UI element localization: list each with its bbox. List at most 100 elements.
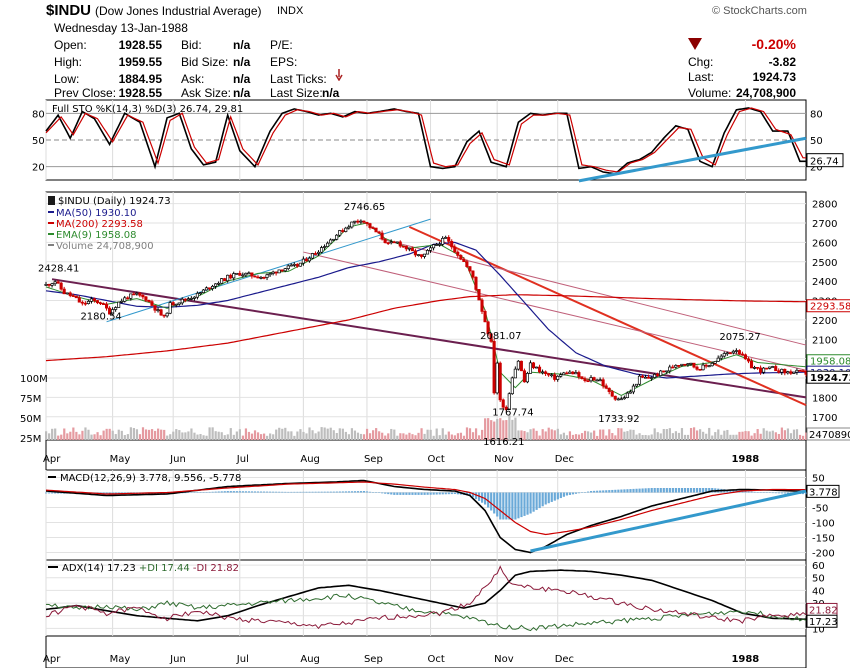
macd-histogram-bar	[632, 488, 635, 493]
candle-body	[562, 372, 566, 376]
macd-histogram-bar	[647, 488, 650, 493]
volume-bar	[347, 434, 350, 440]
sto-last-value: 26.74	[810, 157, 839, 168]
macd-histogram-bar	[105, 492, 108, 494]
volume-bar	[774, 432, 777, 440]
candle-body	[659, 370, 663, 376]
candle-body	[386, 242, 390, 245]
macd-histogram-bar	[599, 490, 602, 493]
macd-histogram-bar	[538, 492, 541, 509]
macd-histogram-bar	[196, 492, 199, 493]
price-panel: 1700180019002000210022002300240025002600…	[20, 196, 850, 448]
macd-histogram-bar	[332, 491, 335, 493]
candle-body	[207, 287, 212, 290]
candle-body	[377, 231, 381, 234]
price-trendline	[408, 225, 807, 407]
candle-body	[265, 274, 269, 278]
sto-last-box	[806, 153, 844, 168]
candle-body	[117, 301, 121, 308]
volume-bar	[647, 435, 650, 440]
volume-bar	[150, 429, 154, 440]
macd-histogram-bar	[441, 492, 444, 495]
candle-body	[777, 370, 781, 373]
volume-bar	[565, 435, 568, 440]
candle-body	[62, 288, 66, 295]
macd-histogram-bar	[344, 491, 347, 493]
candle-body	[686, 363, 690, 366]
volume-bar	[608, 429, 611, 440]
candle-body	[189, 298, 193, 300]
month-label: Apr	[43, 454, 61, 465]
candle-body	[177, 302, 181, 305]
candle-body	[653, 374, 657, 378]
price-extreme-label: 2081.07	[480, 331, 521, 342]
price-extreme-label: 1733.92	[598, 414, 639, 425]
volume-bar	[290, 431, 293, 440]
adx-y-tick: 40	[812, 586, 825, 597]
macd-histogram-bar	[284, 491, 287, 493]
macd-histogram-bar	[653, 488, 656, 493]
bid-size-label: Bid Size:	[181, 55, 229, 69]
volume-bar	[481, 429, 484, 440]
candle-body	[622, 397, 626, 400]
macd-histogram-bar	[774, 492, 777, 494]
macd-histogram-bar	[771, 492, 774, 494]
candle-body	[344, 227, 348, 232]
volume-bar	[244, 428, 248, 440]
copyright[interactable]: © StockCharts.com	[712, 4, 807, 18]
candle-body	[380, 232, 384, 240]
volume-bar	[278, 427, 281, 440]
macd-histogram-bar	[514, 492, 517, 520]
price-trendline	[303, 251, 807, 371]
volume-bar	[362, 434, 366, 440]
volume-bar	[750, 435, 753, 440]
volume-bar	[341, 428, 344, 440]
candle-body	[180, 298, 184, 304]
month-label: May	[110, 454, 131, 465]
sto-y-tick: 50	[32, 136, 45, 147]
macd-histogram-bar	[281, 491, 284, 493]
candle-body	[174, 303, 178, 306]
candle-body	[731, 350, 735, 354]
volume-bar	[235, 431, 238, 440]
candle-body	[698, 368, 702, 371]
macd-histogram-bar	[341, 491, 344, 493]
candle-body	[456, 251, 460, 256]
macd-histogram-bar	[163, 492, 166, 494]
volume-bar	[426, 429, 429, 440]
candle-body	[256, 276, 260, 279]
candle-body	[86, 301, 90, 304]
ask-size-value: n/a	[233, 86, 251, 100]
candle-body	[350, 221, 354, 228]
macd-histogram-bar	[520, 492, 523, 518]
candle-body	[795, 369, 799, 373]
macd-histogram-bar	[375, 492, 378, 493]
change-down-triangle-icon	[688, 38, 702, 50]
volume-bar	[302, 431, 305, 440]
volume-bar	[226, 434, 229, 440]
candle-body	[537, 366, 542, 373]
volume-bar	[90, 434, 93, 440]
candle-body	[447, 237, 451, 242]
candle-body	[459, 255, 463, 260]
candle-body	[516, 360, 520, 370]
candle-body	[80, 301, 84, 304]
volume-bar	[359, 433, 363, 440]
candle-body	[371, 227, 375, 229]
volume-bar	[732, 434, 735, 440]
macd-histogram-bar	[532, 492, 535, 512]
volume-bar	[571, 434, 575, 440]
price-value-box	[806, 370, 850, 384]
candle-body	[247, 272, 251, 275]
volume-bar	[499, 418, 502, 440]
candle-body	[274, 271, 278, 274]
candle-body	[165, 312, 169, 317]
candle-body	[553, 374, 557, 380]
sto-y-tick-right: 50	[810, 136, 823, 147]
candle-body	[341, 230, 345, 232]
candle-body	[398, 241, 402, 247]
candle-body	[559, 374, 563, 377]
candle-body	[410, 247, 414, 252]
candle-body	[710, 362, 714, 367]
